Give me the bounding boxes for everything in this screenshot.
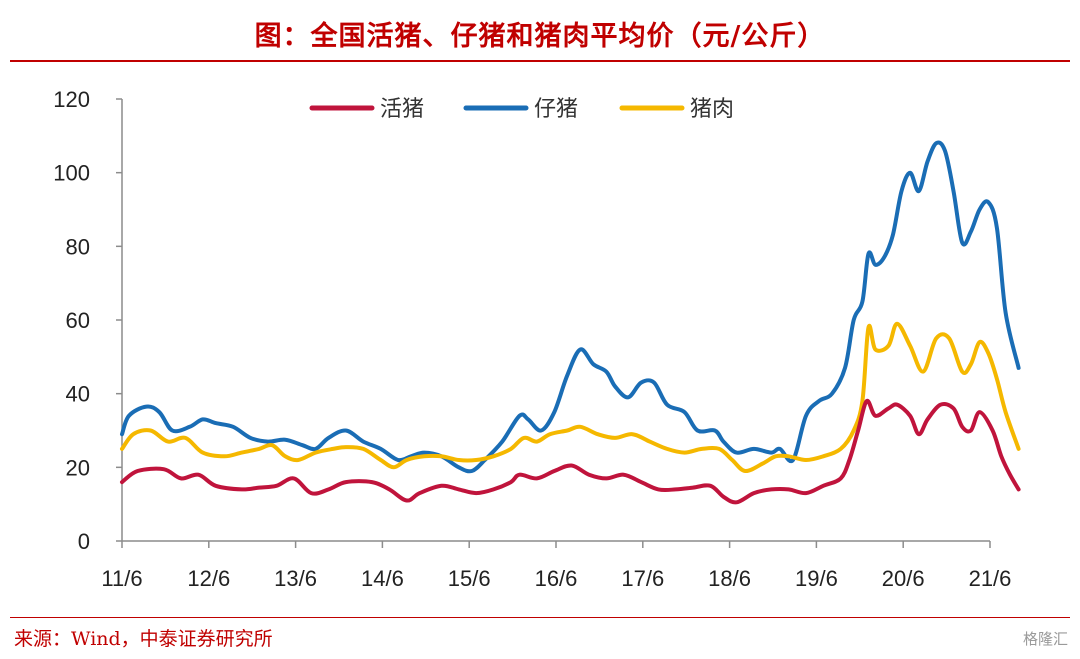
legend-label-2: 猪肉 (690, 97, 734, 122)
x-tick-label: 12/6 (187, 566, 230, 591)
title-bar: 图：全国活猪、仔猪和猪肉平均价（元/公斤） (0, 0, 1080, 62)
x-tick-label: 15/6 (448, 566, 491, 591)
series-line-0 (120, 398, 1021, 505)
x-tick-label: 20/6 (882, 566, 925, 591)
x-tick-label: 18/6 (708, 566, 751, 591)
x-tick-label: 17/6 (621, 566, 664, 591)
line-chart: 0 20 40 60 80 100 120 11/6 12/6 13/6 14/6 15/6 16/6 1… (53, 87, 1021, 591)
footer-divider (10, 617, 1070, 618)
y-tick-label: 0 (78, 529, 90, 554)
legend-label-0: 活猪 (380, 97, 424, 122)
source-note: 来源：Wind，中泰证券研究所 (14, 628, 273, 650)
x-tick-label: 14/6 (361, 566, 404, 591)
x-tick-label: 21/6 (969, 566, 1012, 591)
x-tick-label: 19/6 (795, 566, 838, 591)
y-tick-label: 120 (53, 87, 90, 112)
title-divider (10, 60, 1070, 62)
y-tick-label: 80 (66, 234, 90, 259)
chart-title: 图：全国活猪、仔猪和猪肉平均价（元/公斤） (254, 21, 826, 52)
y-tick-label: 60 (66, 308, 90, 333)
series-line-2 (120, 321, 1021, 474)
y-tick-label: 20 (66, 455, 90, 480)
y-tick-label: 40 (66, 382, 90, 407)
x-tick-label: 16/6 (535, 566, 578, 591)
series-line-1 (120, 140, 1021, 474)
legend-label-1: 仔猪 (534, 97, 578, 122)
x-tick-label: 11/6 (101, 566, 142, 591)
y-tick-label: 100 (53, 161, 90, 186)
x-tick-label: 13/6 (274, 566, 317, 591)
watermark: 格隆汇 (1022, 630, 1068, 648)
